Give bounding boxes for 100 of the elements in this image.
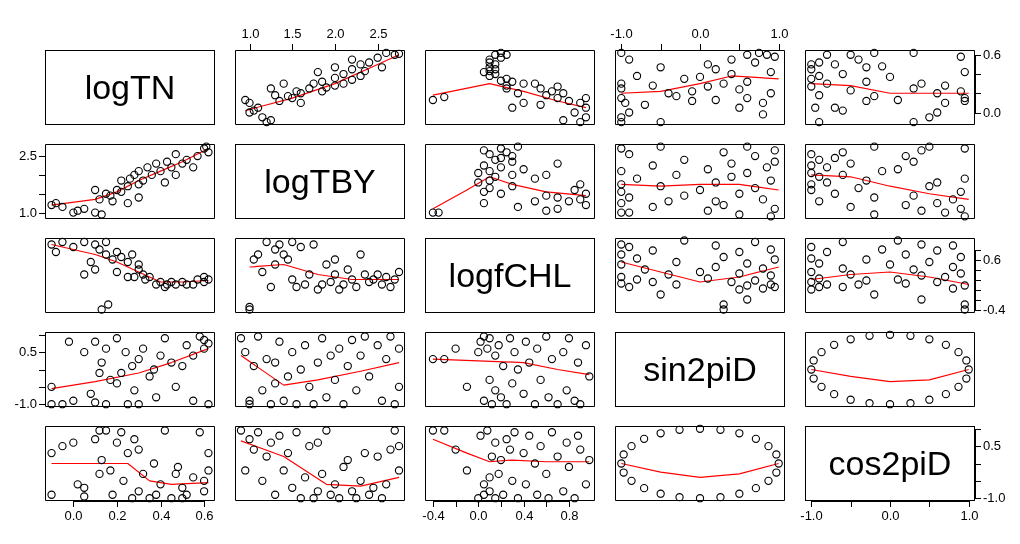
point: [865, 399, 874, 408]
point: [906, 399, 915, 408]
point: [80, 347, 89, 357]
point: [97, 210, 106, 219]
point: [807, 150, 816, 159]
point: [547, 87, 557, 96]
point: [625, 150, 634, 159]
point: [570, 108, 579, 117]
point: [675, 425, 684, 434]
point: [553, 400, 562, 409]
x-tick-label: 2.5: [369, 26, 388, 42]
x-tick-label: 0.0: [881, 508, 900, 524]
point: [743, 281, 752, 290]
point: [815, 282, 824, 292]
point: [735, 489, 744, 498]
point: [505, 445, 515, 454]
point: [343, 455, 352, 465]
point: [703, 165, 713, 174]
point: [360, 448, 369, 458]
point: [933, 199, 942, 208]
point: [496, 189, 506, 198]
point: [80, 492, 89, 501]
point: [573, 431, 583, 440]
point: [581, 200, 591, 210]
point: [117, 187, 126, 197]
point: [893, 95, 903, 105]
point: [822, 178, 832, 187]
point: [279, 79, 288, 88]
point: [330, 73, 340, 83]
point: [553, 159, 562, 168]
point: [491, 351, 500, 360]
point: [95, 469, 104, 479]
point: [189, 163, 198, 172]
point: [199, 144, 209, 153]
point: [573, 358, 583, 367]
point: [570, 494, 579, 503]
point: [502, 84, 511, 93]
point: [271, 245, 280, 254]
point: [305, 441, 314, 451]
x-tick-label: 0.0: [691, 26, 710, 42]
point: [525, 358, 534, 367]
point: [617, 113, 626, 122]
point: [735, 85, 744, 94]
x-tick-label: 1.0: [241, 26, 260, 42]
point: [317, 469, 327, 479]
point: [625, 55, 634, 64]
point: [948, 284, 958, 293]
point: [47, 240, 56, 249]
point: [394, 441, 404, 451]
x-tick-label: 0.2: [108, 508, 127, 524]
point: [390, 50, 399, 59]
point: [123, 199, 132, 208]
point: [90, 398, 100, 407]
point: [885, 330, 895, 339]
point: [703, 274, 713, 283]
point: [553, 82, 562, 91]
point: [451, 344, 460, 353]
point: [491, 438, 500, 447]
point: [632, 275, 642, 284]
point: [727, 69, 736, 79]
point: [581, 480, 591, 489]
point: [152, 280, 161, 289]
point: [542, 191, 551, 200]
point: [479, 67, 489, 77]
point: [382, 48, 391, 58]
point: [960, 305, 969, 314]
point: [735, 189, 744, 198]
point: [815, 274, 824, 283]
point: [829, 390, 839, 399]
point: [632, 71, 642, 81]
point: [542, 91, 551, 100]
point: [335, 344, 344, 353]
point: [253, 103, 263, 112]
y-tick-label: 0.5: [983, 438, 1002, 454]
point: [941, 390, 951, 399]
point: [547, 354, 557, 364]
point: [440, 354, 449, 364]
point: [962, 374, 971, 383]
point: [343, 265, 352, 274]
point: [134, 400, 143, 409]
point: [335, 285, 344, 294]
point: [485, 71, 494, 81]
point: [125, 174, 135, 183]
point: [617, 272, 626, 282]
point: [750, 58, 760, 67]
y-tick-label: 0.0: [983, 105, 1002, 121]
point: [97, 358, 106, 367]
point: [356, 351, 365, 360]
text: logTN: [45, 50, 215, 125]
point: [508, 151, 517, 161]
point: [182, 155, 191, 164]
point: [513, 494, 523, 503]
point: [193, 275, 202, 284]
point: [581, 93, 591, 103]
point: [807, 242, 816, 252]
point: [496, 153, 506, 163]
point: [727, 172, 736, 181]
point: [617, 166, 626, 176]
point: [846, 335, 855, 344]
point: [479, 199, 489, 208]
